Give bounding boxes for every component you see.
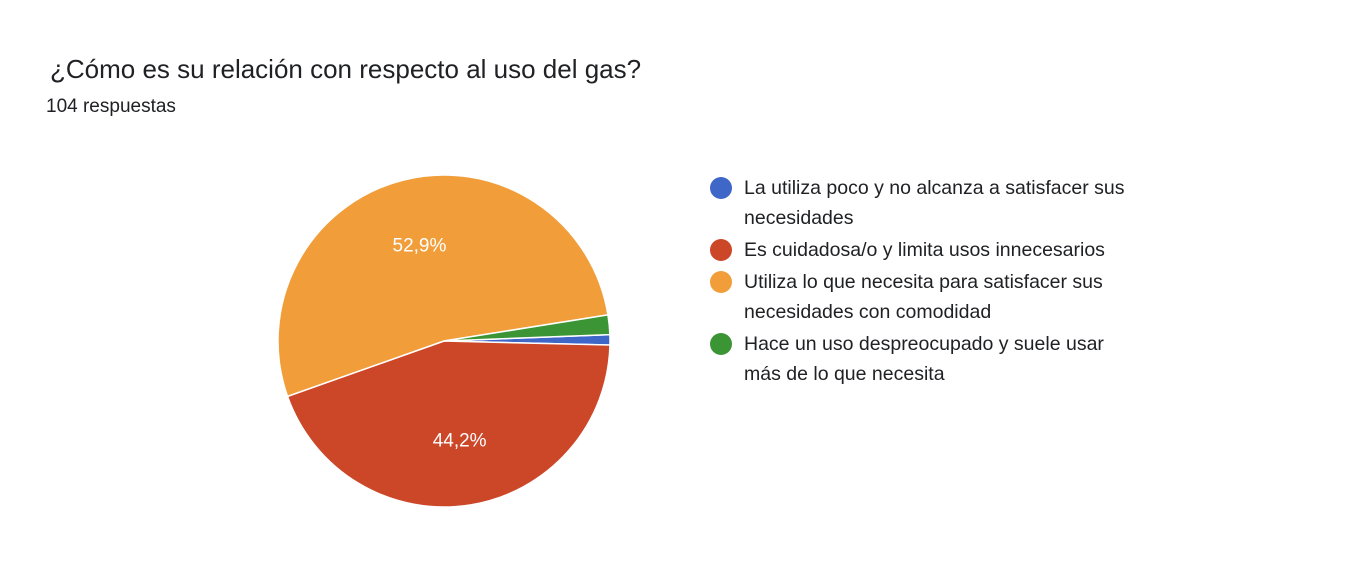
legend-item-carefree[interactable]: Hace un uso despreocupado y suele usar m… bbox=[710, 329, 1150, 389]
legend-label: La utiliza poco y no alcanza a satisface… bbox=[744, 177, 1125, 229]
pie-slice-careful[interactable] bbox=[286, 340, 611, 508]
legend-swatch-icon bbox=[710, 271, 732, 293]
legend-item-careful[interactable]: Es cuidadosa/o y limita usos innecesario… bbox=[710, 235, 1150, 265]
legend-label: Es cuidadosa/o y limita usos innecesario… bbox=[744, 239, 1105, 261]
response-count: 104 respuestas bbox=[46, 96, 176, 117]
legend-label: Utiliza lo que necesita para satisfacer … bbox=[744, 271, 1103, 323]
legend-label: Hace un uso despreocupado y suele usar m… bbox=[744, 333, 1104, 385]
legend-swatch-icon bbox=[710, 177, 732, 199]
slice-label-careful: 44,2% bbox=[433, 430, 487, 451]
legend-swatch-icon bbox=[710, 333, 732, 355]
legend-swatch-icon bbox=[710, 239, 732, 261]
chart-title: ¿Cómo es su relación con respecto al uso… bbox=[50, 54, 642, 84]
slice-label-needs-comfort: 52,9% bbox=[393, 235, 447, 256]
legend-item-needs-comfort[interactable]: Utiliza lo que necesita para satisfacer … bbox=[710, 267, 1150, 327]
pie-slice-needs-comfort[interactable] bbox=[277, 174, 609, 398]
chart-legend: La utiliza poco y no alcanza a satisface… bbox=[710, 173, 1150, 391]
legend-item-uses-little[interactable]: La utiliza poco y no alcanza a satisface… bbox=[710, 173, 1150, 233]
pie-slice-carefree[interactable] bbox=[443, 314, 611, 342]
